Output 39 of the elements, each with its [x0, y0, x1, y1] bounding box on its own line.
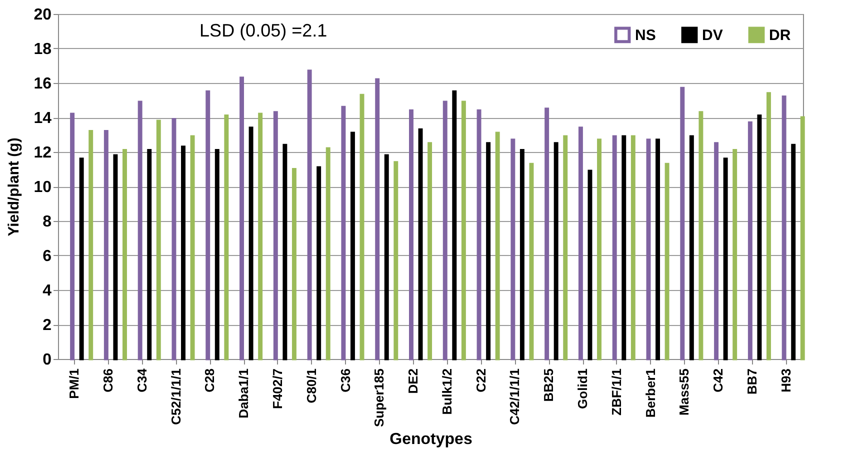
y-tick-label: 14 — [34, 110, 52, 127]
x-tick-label: F402/7 — [270, 368, 285, 409]
x-axis-title: Genotypes — [390, 431, 472, 448]
x-tick-label: Golid1 — [575, 368, 590, 409]
x-tick-label: C22 — [473, 368, 488, 392]
legend-label: DR — [769, 26, 791, 44]
y-tick-label: 16 — [34, 76, 52, 92]
legend-label: NS — [635, 26, 656, 44]
y-tick-label: 6 — [42, 248, 52, 265]
x-tick-label: PM/1 — [66, 368, 82, 399]
x-tick-label: Mass55 — [676, 368, 692, 416]
y-tick-label: 8 — [42, 214, 52, 230]
y-tick-label: 12 — [34, 144, 52, 162]
x-tick-label: ZBF/1/1 — [608, 368, 624, 416]
x-tick-label: C80/1 — [304, 368, 319, 404]
x-tick-label: BB25 — [541, 368, 556, 402]
x-tick-label: C28 — [202, 368, 218, 392]
annotation: LSD (0.05) =2.1 — [200, 20, 328, 40]
x-tick-label: BB7 — [744, 368, 760, 395]
x-tick-label: Berber1 — [642, 368, 658, 418]
y-tick-label: 0 — [42, 352, 52, 368]
y-tick-label: 2 — [42, 317, 52, 334]
x-tick-label: C52/1/1/1 — [168, 368, 184, 425]
y-tick-label: 10 — [34, 179, 52, 196]
x-tick-label: H93 — [778, 368, 794, 392]
x-tick-label: Super185 — [372, 368, 387, 428]
x-tick-label: C34 — [134, 368, 150, 392]
x-tick-label: C42 — [710, 368, 726, 392]
y-tick-label: 4 — [42, 282, 52, 300]
y-axis-title: Yield/plant (g) — [6, 138, 23, 236]
legend-label: DV — [702, 26, 723, 44]
x-tick-label: C36 — [338, 368, 353, 392]
x-tick-label: Daba1/1 — [236, 368, 252, 418]
y-tick-label: 18 — [34, 41, 52, 58]
y-tick-label: 20 — [34, 6, 52, 24]
x-tick-label: DE2 — [406, 368, 421, 394]
x-tick-label: Bulk1/2 — [439, 368, 454, 415]
x-tick-label: C42/1/1/1 — [507, 368, 522, 425]
x-tick-label: C86 — [100, 368, 116, 392]
